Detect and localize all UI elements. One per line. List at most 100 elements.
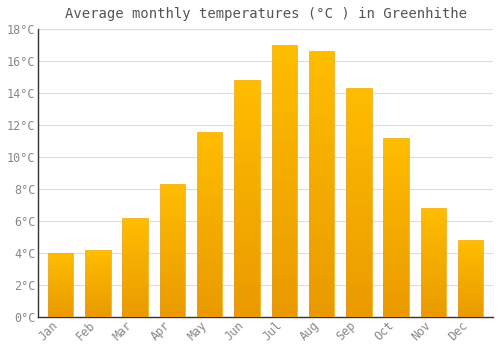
Bar xyxy=(160,304,185,311)
Bar xyxy=(458,283,483,287)
Bar xyxy=(234,211,260,223)
Bar xyxy=(197,197,222,206)
Bar xyxy=(197,169,222,178)
Bar xyxy=(420,230,446,236)
Bar xyxy=(458,306,483,310)
Bar xyxy=(234,140,260,152)
Bar xyxy=(384,156,409,165)
Bar xyxy=(346,226,372,237)
Bar xyxy=(458,287,483,290)
Bar xyxy=(272,154,297,168)
Bar xyxy=(234,187,260,199)
Bar xyxy=(272,236,297,249)
Bar xyxy=(234,80,260,317)
Bar xyxy=(48,298,74,301)
Bar xyxy=(420,225,446,230)
Bar xyxy=(234,270,260,282)
Bar xyxy=(346,214,372,226)
Bar xyxy=(234,92,260,104)
Bar xyxy=(309,264,334,278)
Bar xyxy=(384,228,409,237)
Bar xyxy=(85,301,110,304)
Bar xyxy=(272,195,297,209)
Bar xyxy=(85,297,110,301)
Bar xyxy=(197,132,222,141)
Bar xyxy=(85,260,110,264)
Bar xyxy=(458,314,483,317)
Bar xyxy=(458,279,483,283)
Bar xyxy=(234,152,260,163)
Bar xyxy=(197,150,222,160)
Bar xyxy=(85,280,110,284)
Bar xyxy=(458,260,483,264)
Bar xyxy=(309,224,334,238)
Bar xyxy=(458,290,483,294)
Bar xyxy=(458,294,483,298)
Bar xyxy=(272,45,297,317)
Bar xyxy=(197,141,222,150)
Bar xyxy=(160,244,185,251)
Bar xyxy=(122,228,148,233)
Bar xyxy=(272,127,297,140)
Bar xyxy=(384,165,409,174)
Bar xyxy=(309,145,334,158)
Bar xyxy=(420,263,446,268)
Bar xyxy=(272,168,297,181)
Bar xyxy=(272,290,297,304)
Bar xyxy=(420,214,446,219)
Bar xyxy=(458,271,483,275)
Bar xyxy=(234,175,260,187)
Bar xyxy=(160,271,185,278)
Bar xyxy=(346,134,372,146)
Bar xyxy=(309,251,334,264)
Bar xyxy=(420,296,446,301)
Bar xyxy=(48,257,74,260)
Bar xyxy=(420,285,446,290)
Title: Average monthly temperatures (°C ) in Greenhithe: Average monthly temperatures (°C ) in Gr… xyxy=(64,7,466,21)
Bar xyxy=(160,218,185,224)
Bar xyxy=(122,263,148,268)
Bar xyxy=(48,263,74,266)
Bar xyxy=(234,246,260,258)
Bar xyxy=(420,236,446,241)
Bar xyxy=(346,191,372,203)
Bar xyxy=(48,314,74,317)
Bar xyxy=(48,269,74,273)
Bar xyxy=(384,138,409,317)
Bar xyxy=(458,267,483,271)
Bar xyxy=(234,282,260,294)
Bar xyxy=(420,209,446,214)
Bar xyxy=(48,260,74,263)
Bar xyxy=(85,311,110,314)
Bar xyxy=(122,282,148,288)
Bar xyxy=(197,178,222,187)
Bar xyxy=(160,284,185,291)
Bar xyxy=(420,290,446,296)
Bar xyxy=(309,105,334,118)
Bar xyxy=(160,311,185,317)
Bar xyxy=(458,244,483,248)
Bar xyxy=(122,302,148,307)
Bar xyxy=(272,140,297,154)
Bar xyxy=(85,287,110,290)
Bar xyxy=(234,116,260,128)
Bar xyxy=(160,204,185,211)
Bar xyxy=(234,223,260,234)
Bar xyxy=(122,238,148,243)
Bar xyxy=(420,274,446,279)
Bar xyxy=(346,88,372,317)
Bar xyxy=(234,128,260,140)
Bar xyxy=(197,224,222,234)
Bar xyxy=(85,277,110,280)
Bar xyxy=(346,146,372,157)
Bar xyxy=(384,254,409,264)
Bar xyxy=(160,184,185,191)
Bar xyxy=(197,261,222,271)
Bar xyxy=(309,291,334,304)
Bar xyxy=(346,272,372,283)
Bar xyxy=(384,201,409,210)
Bar xyxy=(122,243,148,248)
Bar xyxy=(160,258,185,264)
Bar xyxy=(122,233,148,238)
Bar xyxy=(122,307,148,313)
